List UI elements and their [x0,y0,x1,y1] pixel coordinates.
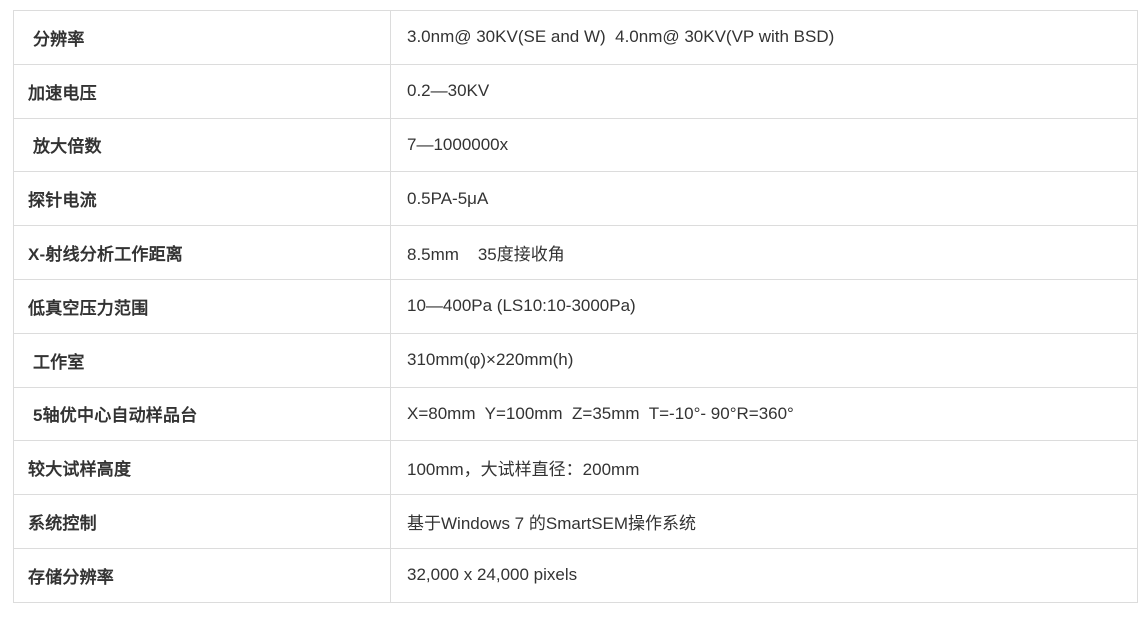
table-row: 探针电流 0.5PA-5μA [13,171,1138,227]
table-row: 系统控制 基于Windows 7 的SmartSEM操作系统 [13,494,1138,549]
table-row: 放大倍数 7—1000000x [13,117,1138,173]
spec-label: 系统控制 [13,494,391,549]
spec-value: 32,000 x 24,000 pixels [390,547,1138,603]
spec-table-container: 分辨率 3.0nm@ 30KV(SE and W) 4.0nm@ 30KV(VP … [13,10,1138,603]
table-row: X-射线分析工作距离 8.5mm 35度接收角 [13,225,1138,280]
spec-label: 分辨率 [13,10,391,65]
table-row: 低真空压力范围 10—400Pa (LS10:10-3000Pa) [13,278,1138,334]
spec-value: 0.2—30KV [390,63,1138,119]
spec-label: 放大倍数 [13,117,391,173]
table-row: 较大试样高度 100mm，大试样直径：200mm [13,440,1138,496]
table-row: 存储分辨率 32,000 x 24,000 pixels [13,547,1138,603]
spec-table: 分辨率 3.0nm@ 30KV(SE and W) 4.0nm@ 30KV(VP … [13,10,1138,603]
spec-label: X-射线分析工作距离 [13,225,391,280]
spec-table-body: 分辨率 3.0nm@ 30KV(SE and W) 4.0nm@ 30KV(VP … [13,10,1138,603]
spec-value: 3.0nm@ 30KV(SE and W) 4.0nm@ 30KV(VP wit… [390,10,1138,65]
spec-value: 100mm，大试样直径：200mm [390,440,1138,496]
spec-value: 10—400Pa (LS10:10-3000Pa) [390,278,1138,334]
spec-label: 探针电流 [13,171,391,227]
spec-label: 存储分辨率 [13,547,391,603]
spec-value: 基于Windows 7 的SmartSEM操作系统 [390,494,1138,549]
spec-label: 低真空压力范围 [13,278,391,334]
spec-value: 0.5PA-5μA [390,171,1138,227]
spec-label: 5轴优中心自动样品台 [13,386,391,442]
spec-value: 310mm(φ)×220mm(h) [390,332,1138,388]
spec-label: 工作室 [13,332,391,388]
table-row: 5轴优中心自动样品台 X=80mm Y=100mm Z=35mm T=-10°- … [13,386,1138,442]
spec-label: 较大试样高度 [13,440,391,496]
spec-value: X=80mm Y=100mm Z=35mm T=-10°- 90°R=360° [390,386,1138,442]
table-row: 分辨率 3.0nm@ 30KV(SE and W) 4.0nm@ 30KV(VP … [13,10,1138,65]
table-row: 加速电压 0.2—30KV [13,63,1138,119]
spec-label: 加速电压 [13,63,391,119]
table-row: 工作室 310mm(φ)×220mm(h) [13,332,1138,388]
spec-value: 7—1000000x [390,117,1138,173]
spec-value: 8.5mm 35度接收角 [390,225,1138,280]
